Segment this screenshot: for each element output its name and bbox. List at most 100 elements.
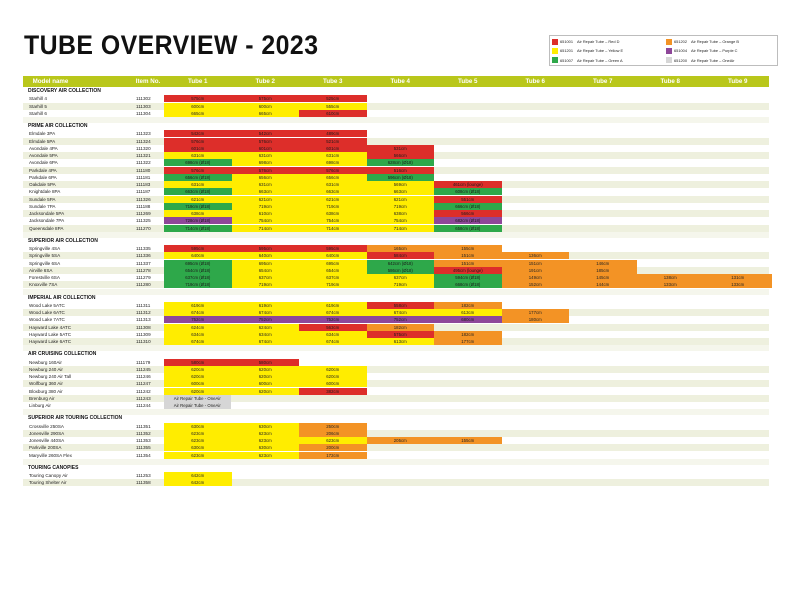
tube-cell-5: 666cm (Ø18) bbox=[434, 202, 502, 210]
model-name: Wood Lake 7ATC bbox=[29, 317, 65, 323]
item-number: 111183 bbox=[136, 182, 151, 187]
tube-cell-3: 634cm bbox=[299, 330, 367, 338]
tube-cell-4: 714cm bbox=[366, 224, 434, 232]
tube-cell-3: 620cm bbox=[299, 365, 367, 373]
item-number: 111187 bbox=[136, 189, 151, 195]
section-spacer bbox=[23, 288, 769, 295]
tube-cell-2: 663cm bbox=[231, 188, 299, 196]
tube-cell-6: 152cm bbox=[501, 281, 569, 289]
tube-cell-5: 151cm bbox=[434, 252, 502, 260]
table-row bbox=[23, 102, 769, 110]
tube-cell-6: 149cm bbox=[501, 274, 569, 281]
section-spacer bbox=[23, 231, 769, 238]
model-name: Avondale 4PA bbox=[29, 145, 58, 151]
tube-cell-1: 665cm bbox=[164, 109, 232, 117]
tube-cell-5: 682cm (Ø18) bbox=[434, 217, 502, 225]
model-name: Maryville 260SA Flex bbox=[29, 452, 72, 458]
tube-cell-5: 155cm bbox=[434, 245, 502, 252]
legend-item: 651004 Air Repair Tube – Purple C bbox=[666, 46, 738, 55]
tube-cell-2: 620cm bbox=[231, 387, 299, 395]
tube-cell-5: 155cm bbox=[434, 437, 502, 444]
tube-cell-1: 663cm (Ø18) bbox=[164, 188, 232, 196]
tube-cell-5: 177cm bbox=[434, 338, 502, 345]
item-number: 111245 bbox=[136, 366, 151, 372]
tube-cell-3: 754cm bbox=[299, 217, 367, 225]
tube-cell-3: 714cm bbox=[299, 224, 367, 232]
tube-cell-4: 674cm bbox=[366, 309, 434, 316]
model-name: Springville 6SA bbox=[29, 260, 61, 266]
tube-cell-2: 576cm bbox=[231, 137, 299, 145]
tube-cell-3: 563cm bbox=[299, 323, 367, 331]
section-title: IMPERIAL AIR COLLECTION bbox=[28, 294, 96, 301]
model-name: Starhill 6 bbox=[29, 110, 47, 116]
model-name: Newburg 160Air bbox=[29, 359, 62, 365]
item-number: 111351 bbox=[136, 423, 151, 429]
tube-cell-3: 752cm bbox=[299, 316, 367, 324]
item-number: 111181 bbox=[136, 174, 151, 180]
model-name: Linburg Air bbox=[29, 403, 51, 408]
tube-cell-3: 200cm bbox=[299, 444, 367, 452]
tube-cell-2: 623cm bbox=[231, 429, 299, 437]
legend-swatch bbox=[552, 38, 558, 45]
tube-cell-1: 620cm bbox=[164, 387, 232, 395]
legend-item: 651200 Air Repair Tube – OneAir bbox=[666, 56, 734, 65]
section-title: DISCOVERY AIR COLLECTION bbox=[28, 88, 101, 94]
table-row bbox=[23, 95, 769, 102]
tube-cell-2: 637cm bbox=[231, 274, 299, 281]
tube-cell-2: 623cm bbox=[231, 451, 299, 459]
tube-cell-6: 151cm bbox=[501, 259, 569, 267]
table-header: Model name Item No. Tube 1 Tube 2 Tube 3 Tube… bbox=[23, 76, 769, 87]
tube-cell-5: 658cm (Ø18) bbox=[434, 224, 502, 232]
tube-cell-2: 619cm bbox=[231, 301, 299, 309]
legend-code: 651004 bbox=[674, 48, 687, 54]
item-number: 111336 bbox=[136, 253, 151, 259]
tube-cell-4: 516cm bbox=[366, 166, 434, 174]
tube-cell-1: 623cm bbox=[164, 451, 232, 459]
model-name: Knightdale 8PA bbox=[29, 189, 61, 195]
tube-cell-2: 714cm bbox=[231, 224, 299, 232]
tube-cell-5: 608cm (Ø18) bbox=[434, 188, 502, 196]
legend-swatch bbox=[666, 57, 672, 64]
tube-cell-3: 621cm bbox=[299, 195, 367, 203]
item-number: 111354 bbox=[136, 452, 151, 458]
item-number: 111243 bbox=[136, 395, 151, 401]
item-number: 111180 bbox=[136, 167, 151, 173]
tube-cell-8: 133cm bbox=[636, 281, 704, 289]
tube-cell-4: 205cm bbox=[366, 437, 434, 444]
model-name: Wood Lake 6ATC bbox=[29, 310, 65, 315]
tube-cell-4: 596cm (Ø18) bbox=[366, 173, 434, 181]
table-row bbox=[23, 359, 769, 366]
header-tube-6: Tube 6 bbox=[525, 78, 545, 85]
tube-cell-1: 630cm bbox=[164, 444, 232, 452]
item-number: 111302 bbox=[136, 96, 151, 102]
tube-cell-9: 133cm bbox=[704, 281, 772, 289]
tube-cell-3: 623cm bbox=[299, 437, 367, 444]
tube-cell-1: 595cm bbox=[164, 245, 232, 252]
tube-cell-1: 619cm bbox=[164, 301, 232, 309]
tube-cell-5: 668cm (Ø18) bbox=[434, 281, 502, 289]
tube-cell-2: 600cm bbox=[231, 380, 299, 388]
header-tube-8: Tube 8 bbox=[660, 78, 680, 85]
tube-cell-3: 489cm bbox=[299, 130, 367, 138]
tube-cell-1: 714cm (Ø18) bbox=[164, 224, 232, 232]
model-name: Springville 5SA bbox=[29, 253, 61, 259]
model-name: Elmdale 5PA bbox=[29, 138, 56, 144]
tube-cell-4: 752cm bbox=[366, 316, 434, 324]
tube-cell-3: 631cm bbox=[299, 152, 367, 159]
tube-cell-3: 600cm bbox=[299, 380, 367, 388]
header-tube-7: Tube 7 bbox=[593, 78, 613, 85]
tube-cell-1: 752cm bbox=[164, 316, 232, 324]
model-name: Bloxburg 380 Air bbox=[29, 388, 63, 394]
table-row bbox=[23, 388, 769, 395]
tube-cell-4: 638cm bbox=[366, 210, 434, 217]
tube-cell-3: 695cm bbox=[299, 259, 367, 267]
tube-cell-3: 601cm bbox=[299, 144, 367, 152]
tube-cell-2: 674cm bbox=[231, 309, 299, 316]
tube-cell-2: 623cm bbox=[231, 437, 299, 444]
tube-cell-3: 674cm bbox=[299, 338, 367, 345]
tube-cell-5: 566cm bbox=[434, 210, 502, 217]
model-name: Crossville 250SA bbox=[29, 423, 64, 429]
model-name: Jonesville 440SA bbox=[29, 438, 65, 443]
tube-cell-2: 580cm bbox=[231, 358, 299, 366]
